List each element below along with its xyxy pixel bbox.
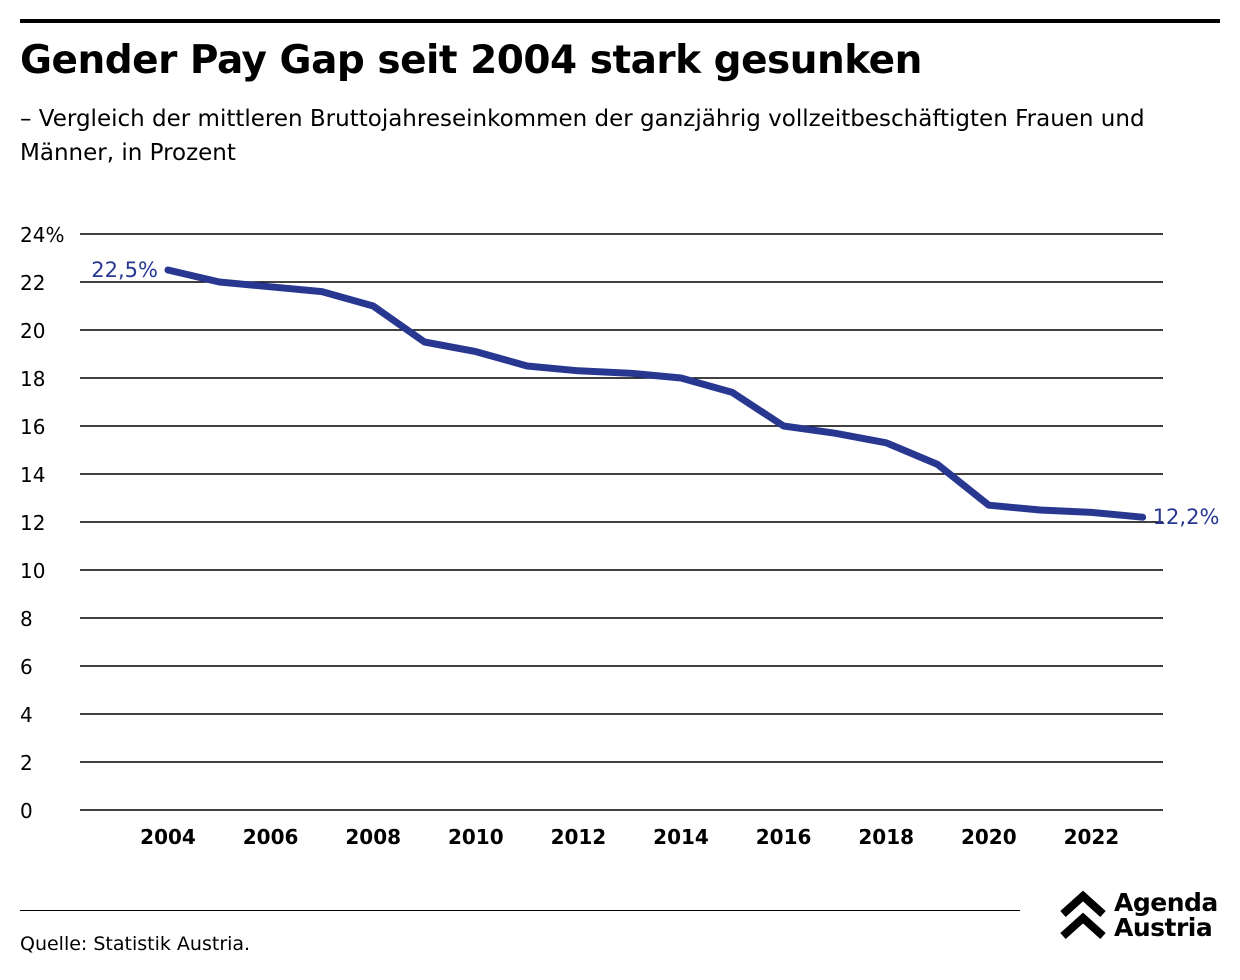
y-tick-label: 8 — [20, 607, 33, 631]
y-tick-label: 14 — [20, 463, 45, 487]
y-tick-label: 10 — [20, 559, 45, 583]
y-tick-label: 12 — [20, 511, 45, 535]
footer-rule — [20, 910, 1020, 911]
y-tick-label: 4 — [20, 703, 33, 727]
end-value-label: 12,2% — [1153, 505, 1220, 529]
x-tick-label: 2006 — [243, 825, 299, 849]
x-tick-label: 2008 — [345, 825, 401, 849]
y-tick-label: 0 — [20, 799, 33, 823]
y-tick-label: 16 — [20, 415, 45, 439]
chart-subtitle: – Vergleich der mittleren Bruttojahresei… — [20, 106, 1145, 166]
y-tick-label: 6 — [20, 655, 33, 679]
x-tick-label: 2004 — [140, 825, 196, 849]
logo-text-line1: Agenda — [1114, 888, 1218, 917]
top-rule — [20, 19, 1220, 23]
x-tick-label: 2016 — [756, 825, 812, 849]
series-line-gender-pay-gap — [164, 266, 1147, 521]
x-tick-label: 2014 — [653, 825, 709, 849]
x-tick-label: 2020 — [961, 825, 1017, 849]
y-tick-label: 18 — [20, 367, 45, 391]
y-tick-label: 20 — [20, 319, 45, 343]
x-tick-label: 2010 — [448, 825, 504, 849]
chart-title: Gender Pay Gap seit 2004 stark gesunken — [20, 38, 922, 83]
x-tick-label: 2018 — [858, 825, 914, 849]
source-note: Quelle: Statistik Austria. — [20, 933, 251, 955]
x-tick-label: 2022 — [1064, 825, 1120, 849]
y-tick-label: 22 — [20, 271, 45, 295]
y-tick-label: 2 — [20, 751, 33, 775]
x-tick-label: 2012 — [551, 825, 607, 849]
y-tick-label: 24% — [20, 223, 64, 247]
start-value-label: 22,5% — [91, 258, 158, 282]
logo-text-line2: Austria — [1114, 913, 1213, 942]
agenda-austria-logo: Agenda Austria — [1058, 890, 1228, 950]
chevron-up-logo-icon — [1060, 890, 1106, 939]
